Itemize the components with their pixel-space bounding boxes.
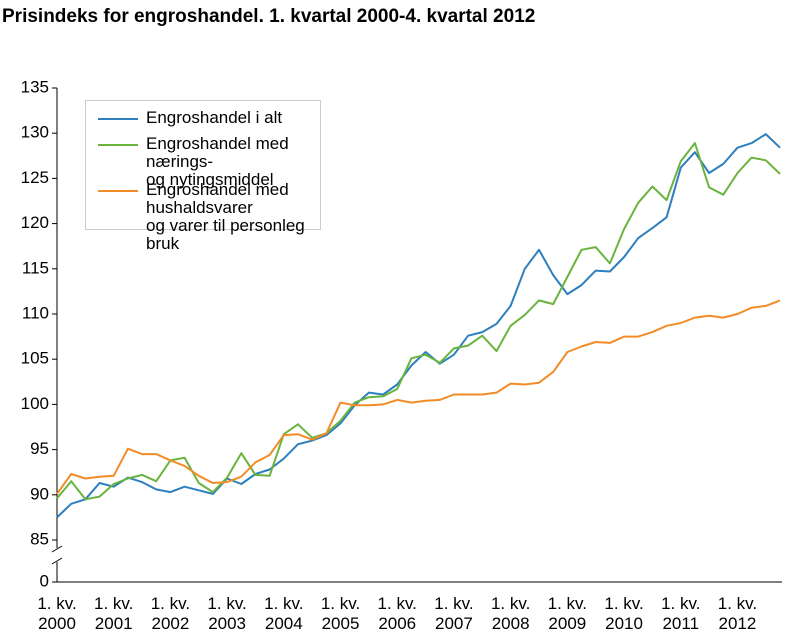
y-tick-label: 125 bbox=[21, 168, 49, 187]
legend-label: Engroshandel med nærings- og nytingsmidd… bbox=[146, 134, 289, 189]
y-tick-label: 85 bbox=[30, 529, 49, 548]
x-tick-label: 1. kv. 2006 bbox=[377, 594, 417, 633]
x-tick-label: 1. kv. 2001 bbox=[94, 594, 134, 633]
x-tick-label: 1. kv. 2003 bbox=[207, 594, 247, 633]
x-tick-label: 1. kv. 2000 bbox=[37, 594, 77, 633]
legend: Engroshandel i alt Engroshandel med nærin… bbox=[85, 100, 321, 253]
y-tick-label: 120 bbox=[21, 213, 49, 232]
y-tick-label: 105 bbox=[21, 349, 49, 368]
x-tick-label: 1. kv. 2011 bbox=[661, 594, 701, 633]
y-tick-label: 130 bbox=[21, 123, 49, 142]
legend-swatch bbox=[98, 190, 138, 192]
y-tick-label: 0 bbox=[40, 571, 49, 590]
y-tick-label: 90 bbox=[30, 484, 49, 503]
chart-title: Prisindeks for engroshandel. 1. kvartal … bbox=[2, 6, 536, 27]
axis-break bbox=[51, 545, 63, 553]
y-tick-label: 95 bbox=[30, 439, 49, 458]
series-line bbox=[56, 142, 781, 501]
x-tick-label: 1. kv. 2002 bbox=[150, 594, 191, 633]
y-tick-label: 115 bbox=[22, 258, 49, 277]
x-tick-label: 1. kv. 2012 bbox=[717, 594, 758, 633]
y-tick-label: 135 bbox=[21, 77, 49, 96]
legend-swatch bbox=[98, 144, 138, 146]
series-line bbox=[56, 299, 781, 495]
x-tick-label: 1. kv. 2005 bbox=[320, 594, 361, 633]
x-tick-label: 1. kv. 2007 bbox=[434, 594, 474, 633]
x-tick-label: 1. kv. 2008 bbox=[490, 594, 531, 633]
y-tick-label: 100 bbox=[21, 394, 49, 413]
legend-swatch bbox=[98, 118, 138, 120]
series-line bbox=[56, 133, 781, 519]
axis-break bbox=[51, 557, 63, 565]
x-tick-label: 1. kv. 2004 bbox=[264, 594, 304, 633]
legend-label: Engroshandel i alt bbox=[146, 108, 283, 127]
legend-label: Engroshandel med hushaldsvarer og varer … bbox=[146, 180, 305, 253]
y-tick-label: 110 bbox=[22, 303, 49, 322]
x-tick-label: 1. kv. 2009 bbox=[547, 594, 588, 633]
x-tick-label: 1. kv. 2010 bbox=[604, 594, 644, 633]
